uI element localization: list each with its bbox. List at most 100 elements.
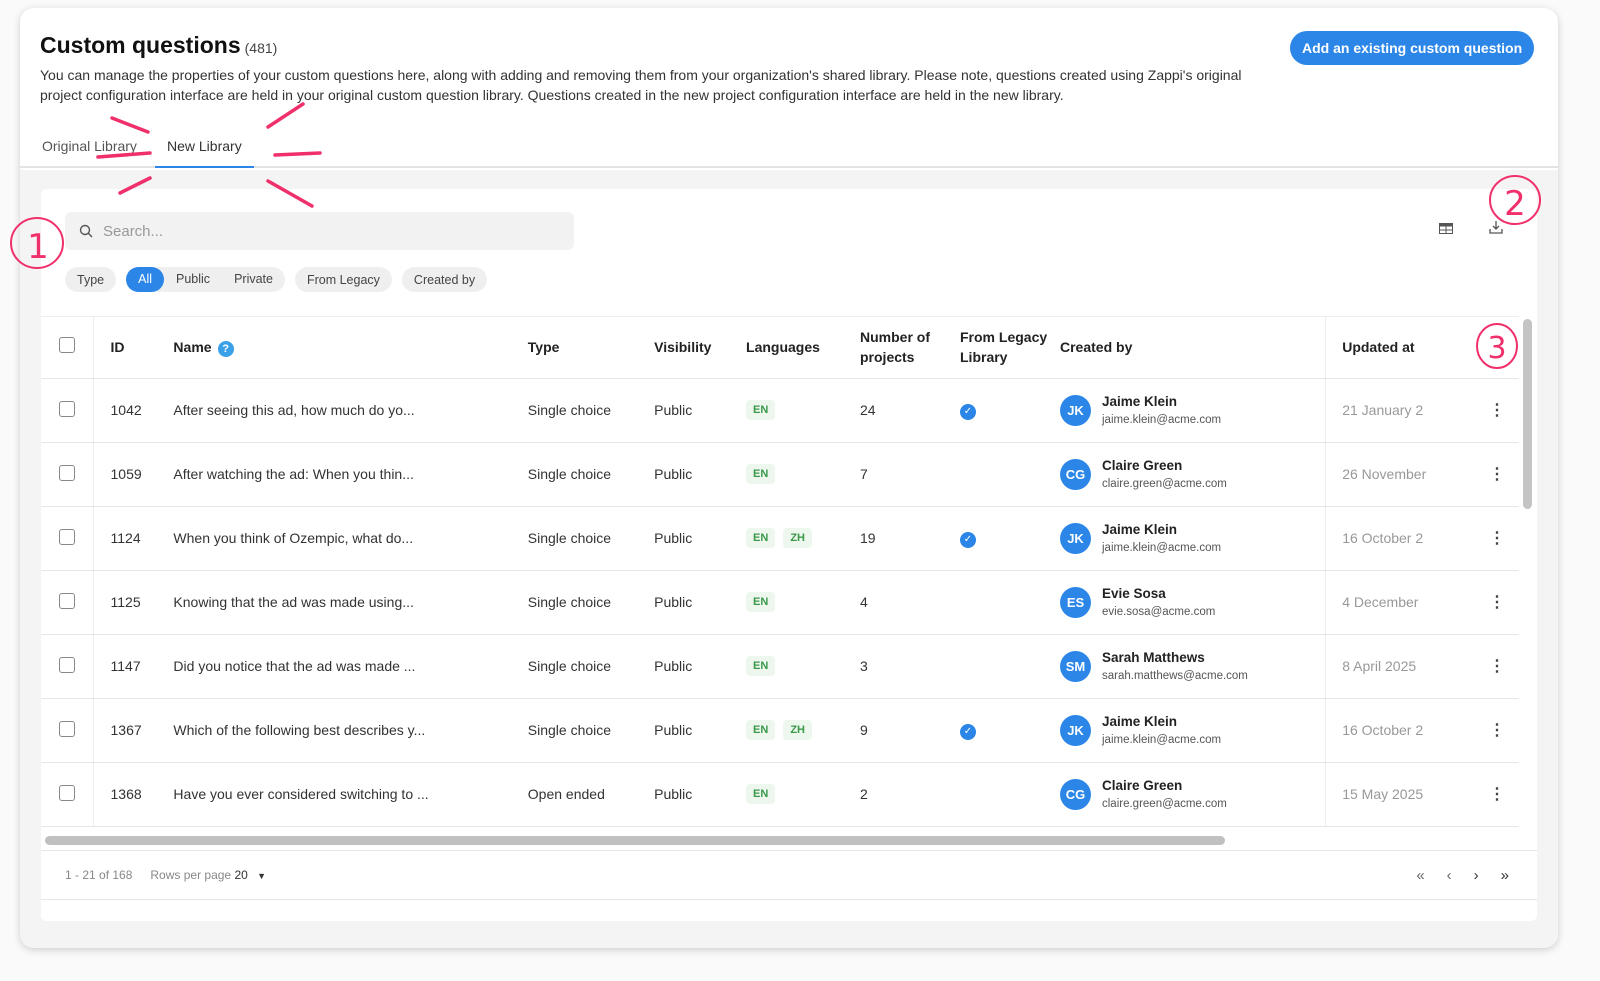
cell-updated-at: 21 January 2 <box>1325 378 1475 443</box>
col-projects[interactable]: Number of projects <box>860 317 960 379</box>
cell-updated-at: 4 December <box>1325 570 1475 635</box>
cell-updated-at: 8 April 2025 <box>1325 634 1475 699</box>
cell-legacy <box>960 634 1060 699</box>
cell-type: Single choice <box>527 506 655 571</box>
table-card: Type All Public Private From Legacy Crea… <box>41 189 1537 921</box>
cell-actions: ⋮ <box>1475 762 1519 827</box>
cell-updated-at: 16 October 2 <box>1325 506 1475 571</box>
cell-visibility: Public <box>654 506 747 571</box>
user-name: Jaime Klein <box>1102 522 1178 537</box>
cell-languages: EN <box>746 378 860 443</box>
cell-name[interactable]: After watching the ad: When you thin... <box>173 442 528 507</box>
language-badge: ZH <box>783 528 812 548</box>
user-email: jaime.klein@acme.com <box>1102 414 1222 426</box>
cell-id: 1367 <box>93 698 174 763</box>
cell-name[interactable]: Did you notice that the ad was made ... <box>173 634 528 699</box>
tab-new-library[interactable]: New Library <box>155 138 254 168</box>
cell-legacy: ✓ <box>960 506 1060 571</box>
col-type[interactable]: Type <box>527 317 655 379</box>
table-header-row: ID Name? Type Visibility Languages Numbe… <box>41 317 1519 379</box>
cell-projects: 3 <box>860 634 960 699</box>
col-id[interactable]: ID <box>93 317 174 379</box>
more-options-icon[interactable]: ⋮ <box>1489 658 1505 675</box>
search-input[interactable] <box>103 222 543 240</box>
table-row[interactable]: 1147 Did you notice that the ad was made… <box>41 634 1519 699</box>
filter-public[interactable]: Public <box>176 272 211 286</box>
col-name-label: Name <box>173 339 212 356</box>
vertical-scrollbar[interactable] <box>1523 319 1532 509</box>
table-row[interactable]: 1059 After watching the ad: When you thi… <box>41 442 1519 507</box>
row-checkbox[interactable] <box>58 528 75 545</box>
col-actions <box>1475 317 1519 379</box>
cell-visibility: Public <box>654 634 747 699</box>
tab-original-library[interactable]: Original Library <box>42 138 137 154</box>
prev-page-icon[interactable]: ‹ <box>1446 867 1452 884</box>
col-updated-at[interactable]: Updated at <box>1325 317 1475 379</box>
col-visibility[interactable]: Visibility <box>654 317 747 379</box>
cell-visibility: Public <box>654 378 747 443</box>
table-columns-icon[interactable] <box>1439 223 1453 234</box>
horizontal-scrollbar[interactable] <box>45 836 1225 845</box>
row-checkbox[interactable] <box>58 784 75 801</box>
row-checkbox[interactable] <box>58 464 75 481</box>
cell-type: Single choice <box>527 378 655 443</box>
table-row[interactable]: 1368 Have you ever considered switching … <box>41 762 1519 827</box>
cell-languages: EN <box>746 634 860 699</box>
check-circle-icon: ✓ <box>960 531 976 548</box>
cell-legacy: ✓ <box>960 698 1060 763</box>
select-all-checkbox[interactable] <box>58 336 75 353</box>
cell-legacy: ✓ <box>960 378 1060 443</box>
cell-name[interactable]: Have you ever considered switching to ..… <box>173 762 528 827</box>
col-name[interactable]: Name? <box>173 317 528 379</box>
next-page-icon[interactable]: › <box>1473 867 1479 884</box>
row-checkbox[interactable] <box>58 720 75 737</box>
updated-date: 16 October 2 <box>1342 530 1424 546</box>
from-legacy-filter[interactable]: From Legacy <box>294 267 392 292</box>
col-created-by[interactable]: Created by <box>1060 317 1326 379</box>
user-email: evie.sosa@acme.com <box>1102 606 1216 618</box>
user-name: Evie Sosa <box>1102 586 1166 601</box>
col-languages[interactable]: Languages <box>746 317 860 379</box>
cell-created-by: ES Evie Sosa evie.sosa@acme.com <box>1060 570 1326 635</box>
more-options-icon[interactable]: ⋮ <box>1489 594 1505 611</box>
cell-name[interactable]: After seeing this ad, how much do yo... <box>173 378 528 443</box>
more-options-icon[interactable]: ⋮ <box>1489 530 1505 547</box>
download-icon[interactable] <box>1489 220 1503 234</box>
table-row[interactable]: 1042 After seeing this ad, how much do y… <box>41 378 1519 443</box>
filter-private[interactable]: Private <box>234 272 273 286</box>
more-options-icon[interactable]: ⋮ <box>1489 786 1505 803</box>
filter-all[interactable]: All <box>126 267 165 292</box>
row-checkbox[interactable] <box>58 656 75 673</box>
more-options-icon[interactable]: ⋮ <box>1489 466 1505 483</box>
cell-name[interactable]: When you think of Ozempic, what do... <box>173 506 528 571</box>
first-page-icon[interactable]: « <box>1416 867 1425 884</box>
cell-type: Open ended <box>527 762 655 827</box>
cell-projects: 7 <box>860 442 960 507</box>
library-tabs: Original Library New Library <box>20 128 1558 168</box>
cell-actions: ⋮ <box>1475 378 1519 443</box>
col-legacy[interactable]: From Legacy Library <box>960 317 1060 379</box>
cell-id: 1042 <box>93 378 174 443</box>
cell-projects: 24 <box>860 378 960 443</box>
table-row[interactable]: 1125 Knowing that the ad was made using.… <box>41 570 1519 635</box>
table-row[interactable]: 1124 When you think of Ozempic, what do.… <box>41 506 1519 571</box>
created-by-filter[interactable]: Created by <box>401 267 488 292</box>
type-filter-label[interactable]: Type <box>65 267 117 292</box>
last-page-icon[interactable]: » <box>1500 867 1509 884</box>
cell-name[interactable]: Knowing that the ad was made using... <box>173 570 528 635</box>
row-checkbox[interactable] <box>58 592 75 609</box>
search-box[interactable] <box>65 212 574 250</box>
add-existing-question-button[interactable]: Add an existing custom question <box>1290 31 1535 65</box>
cell-created-by: JK Jaime Klein jaime.klein@acme.com <box>1060 698 1326 763</box>
help-icon[interactable]: ? <box>217 340 234 357</box>
rows-per-page[interactable]: Rows per page 20 ▼ <box>150 868 266 882</box>
table-row[interactable]: 1367 Which of the following best describ… <box>41 698 1519 763</box>
cell-id: 1059 <box>93 442 174 507</box>
more-options-icon[interactable]: ⋮ <box>1489 722 1505 739</box>
row-checkbox[interactable] <box>58 400 75 417</box>
avatar: CG <box>1060 458 1091 490</box>
more-options-icon[interactable]: ⋮ <box>1489 402 1505 419</box>
language-badge: EN <box>746 720 776 740</box>
cell-name[interactable]: Which of the following best describes y.… <box>173 698 528 763</box>
cell-id: 1147 <box>93 634 174 699</box>
